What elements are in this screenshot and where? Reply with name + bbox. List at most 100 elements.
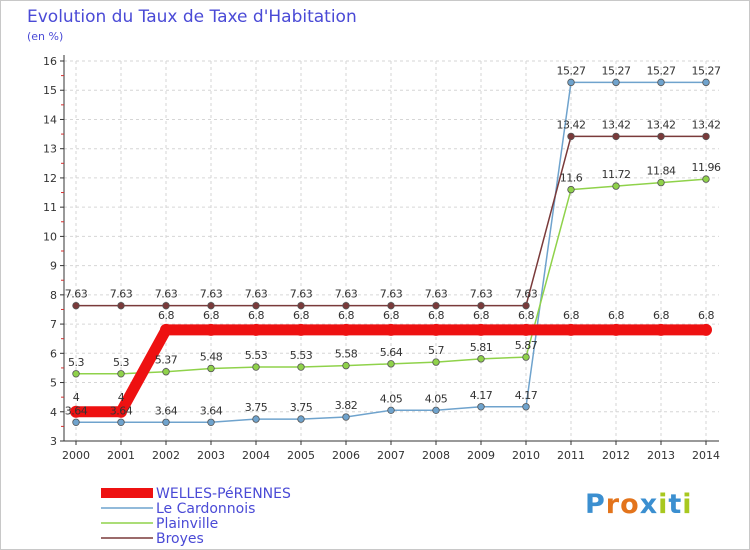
data-label: 5.53 bbox=[290, 349, 313, 362]
data-label: 11.84 bbox=[647, 165, 676, 178]
y-tick-label: 16 bbox=[43, 55, 57, 68]
logo-letter: x bbox=[639, 489, 659, 520]
x-tick-label: 2008 bbox=[422, 449, 450, 462]
data-point bbox=[477, 403, 485, 411]
data-label: 5.37 bbox=[155, 354, 178, 367]
data-label: 5.3 bbox=[113, 356, 129, 369]
data-point bbox=[252, 363, 260, 371]
data-label: 6.8 bbox=[563, 309, 579, 322]
data-label: 3.64 bbox=[110, 404, 133, 417]
legend-label: WELLES-PéRENNES bbox=[156, 486, 291, 502]
data-point bbox=[342, 413, 350, 421]
data-point bbox=[567, 185, 575, 194]
data-point bbox=[70, 405, 82, 418]
data-label: 6.8 bbox=[473, 309, 489, 322]
data-point bbox=[477, 301, 485, 310]
data-point bbox=[432, 301, 440, 310]
data-label: 5.53 bbox=[245, 349, 268, 362]
y-tick-label: 13 bbox=[43, 143, 57, 156]
data-label: 7.63 bbox=[65, 288, 88, 301]
data-point bbox=[610, 323, 622, 336]
data-point bbox=[342, 361, 350, 370]
data-label: 3.64 bbox=[200, 404, 223, 417]
data-point bbox=[250, 323, 262, 336]
data-label: 3.75 bbox=[290, 401, 313, 414]
data-point bbox=[205, 323, 217, 336]
data-label: 4.05 bbox=[425, 392, 448, 405]
data-label: 7.63 bbox=[155, 288, 178, 301]
data-point bbox=[567, 132, 575, 141]
data-label: 11.72 bbox=[602, 168, 631, 181]
data-point bbox=[162, 368, 170, 376]
data-point bbox=[72, 370, 80, 378]
data-point bbox=[612, 132, 620, 141]
data-label: 3.75 bbox=[245, 401, 268, 414]
data-label: 13.42 bbox=[647, 118, 676, 131]
data-label: 15.27 bbox=[692, 64, 721, 77]
data-label: 7.63 bbox=[515, 288, 538, 301]
unit-label: (en %) bbox=[27, 30, 64, 43]
data-label: 7.63 bbox=[470, 288, 493, 301]
x-tick-label: 2014 bbox=[692, 449, 720, 462]
data-point bbox=[160, 323, 172, 336]
data-point bbox=[342, 301, 350, 310]
data-label: 5.64 bbox=[380, 346, 403, 359]
data-label: 6.8 bbox=[158, 309, 174, 322]
series-line bbox=[76, 135, 706, 307]
data-point bbox=[207, 418, 215, 426]
data-label: 4.17 bbox=[515, 389, 538, 402]
y-tick-label: 4 bbox=[50, 406, 57, 419]
data-label: 6.8 bbox=[653, 309, 669, 322]
data-point bbox=[207, 364, 215, 373]
data-point bbox=[432, 406, 440, 415]
data-label: 5.48 bbox=[200, 351, 223, 364]
y-tick-label: 3 bbox=[50, 435, 57, 448]
data-point bbox=[117, 301, 125, 310]
x-tick-label: 2010 bbox=[512, 449, 540, 462]
data-point bbox=[700, 323, 712, 336]
data-point bbox=[477, 355, 485, 363]
y-tick-label: 6 bbox=[50, 347, 57, 360]
data-label: 5.81 bbox=[470, 341, 493, 354]
data-point bbox=[702, 78, 710, 87]
data-point bbox=[162, 418, 170, 426]
data-label: 7.63 bbox=[380, 288, 403, 301]
data-point bbox=[340, 323, 352, 336]
data-label: 4 bbox=[73, 391, 80, 404]
data-point bbox=[72, 301, 80, 310]
x-tick-label: 2002 bbox=[152, 449, 180, 462]
data-label: 3.64 bbox=[155, 404, 178, 417]
data-point bbox=[522, 301, 530, 310]
data-point bbox=[565, 323, 577, 336]
data-label: 6.8 bbox=[428, 309, 444, 322]
y-tick-label: 8 bbox=[50, 289, 57, 302]
data-label: 5.58 bbox=[335, 348, 358, 361]
data-label: 15.27 bbox=[647, 64, 676, 77]
data-label: 7.63 bbox=[200, 288, 223, 301]
data-point bbox=[522, 353, 530, 361]
data-label: 4.05 bbox=[380, 392, 403, 405]
logo-letter: P bbox=[585, 489, 606, 520]
data-label: 7.63 bbox=[110, 288, 133, 301]
logo-letter: i bbox=[682, 489, 693, 520]
logo-letter: i bbox=[658, 489, 669, 520]
data-point bbox=[430, 323, 442, 336]
data-point bbox=[387, 301, 395, 310]
data-label: 3.64 bbox=[65, 404, 88, 417]
y-tick-label: 9 bbox=[50, 260, 57, 273]
legend-label: Le Cardonnois bbox=[156, 501, 255, 517]
data-label: 6.8 bbox=[338, 309, 354, 322]
data-label: 4.17 bbox=[470, 389, 493, 402]
logo-letter: o bbox=[620, 489, 640, 520]
data-label: 6.8 bbox=[383, 309, 399, 322]
x-tick-label: 2000 bbox=[62, 449, 90, 462]
data-point bbox=[162, 301, 170, 310]
data-label: 3.82 bbox=[335, 399, 358, 412]
data-label: 5.7 bbox=[428, 344, 444, 357]
x-tick-label: 2004 bbox=[242, 449, 270, 462]
data-point bbox=[385, 323, 397, 336]
data-label: 13.42 bbox=[557, 118, 586, 131]
data-label: 6.8 bbox=[518, 309, 534, 322]
